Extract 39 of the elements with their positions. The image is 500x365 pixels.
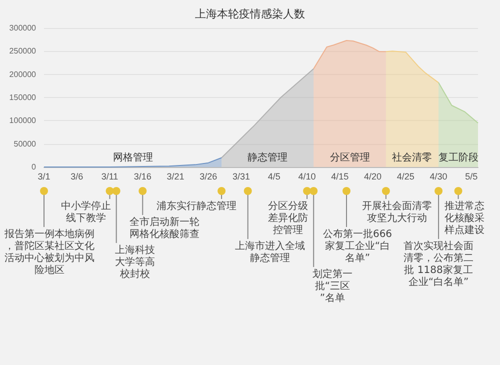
x-tick-label: 3/16 <box>134 172 152 182</box>
x-tick-label: 3/31 <box>232 172 250 182</box>
chart-title: 上海本轮疫情感染人数 <box>195 8 305 20</box>
series-label: 复工阶段 <box>438 152 478 164</box>
ref-line-label: 全市启动新一轮网格化核酸筛查 <box>130 216 200 240</box>
ref-line-label: 开展社会面清零攻坚九大行动 <box>362 200 432 224</box>
ref-line-label: 分区分级差异化防控管理 <box>268 200 308 236</box>
y-tick-label: 50000 <box>14 139 37 148</box>
ref-line-label: 中小学停止线下教学 <box>61 200 112 224</box>
x-tick-label: 4/10 <box>298 172 316 182</box>
x-tick-label: 3/11 <box>101 172 118 182</box>
x-tick-label: 3/6 <box>70 172 84 182</box>
ref-line-label: 浦东实行静态管理 <box>156 200 236 212</box>
series-label: 静态管理 <box>248 152 288 164</box>
series-label: 网格管理 <box>112 152 153 164</box>
ref-line-label: 首次实现社会面清零，公布第二批 1188家复工企业“白名单” <box>404 240 474 288</box>
y-tick-label: 200000 <box>9 70 37 79</box>
series-label: 社会清零 <box>392 152 432 164</box>
y-tick-label: 0 <box>32 162 37 172</box>
x-tick-label: 4/15 <box>331 172 349 182</box>
ref-line-label: 公布第一批666家复工企业“白名单” <box>322 228 392 264</box>
y-tick-label: 150000 <box>9 93 37 102</box>
x-tick-label: 5/5 <box>465 172 478 182</box>
y-tick-label: 100000 <box>9 116 37 126</box>
y-tick-label: 250000 <box>9 46 37 56</box>
ref-line-label: 报告第一例本地病例，普陀区某社区文化活动中心被划为中风险地区 <box>3 228 94 276</box>
x-tick-label: 4/30 <box>430 172 448 182</box>
ref-line-label: 划定第一批“三区”名单 <box>312 268 353 304</box>
x-tick-label: 4/5 <box>268 172 280 182</box>
series-label: 分区管理 <box>330 152 370 164</box>
ref-line-label: 上海市进入全域静态管理 <box>234 240 305 264</box>
x-tick-label: 4/20 <box>364 172 382 182</box>
x-tick-label: 3/21 <box>166 172 184 182</box>
y-tick-label: 300000 <box>9 24 37 32</box>
x-tick-label: 4/25 <box>396 172 414 182</box>
x-tick-label: 3/1 <box>38 172 50 182</box>
ref-line-label: 上海科技大学等高校封校 <box>115 244 156 280</box>
x-tick-label: 3/26 <box>200 172 218 182</box>
ref-line-label: 推进常态化核酸采样点建设 <box>444 200 485 236</box>
